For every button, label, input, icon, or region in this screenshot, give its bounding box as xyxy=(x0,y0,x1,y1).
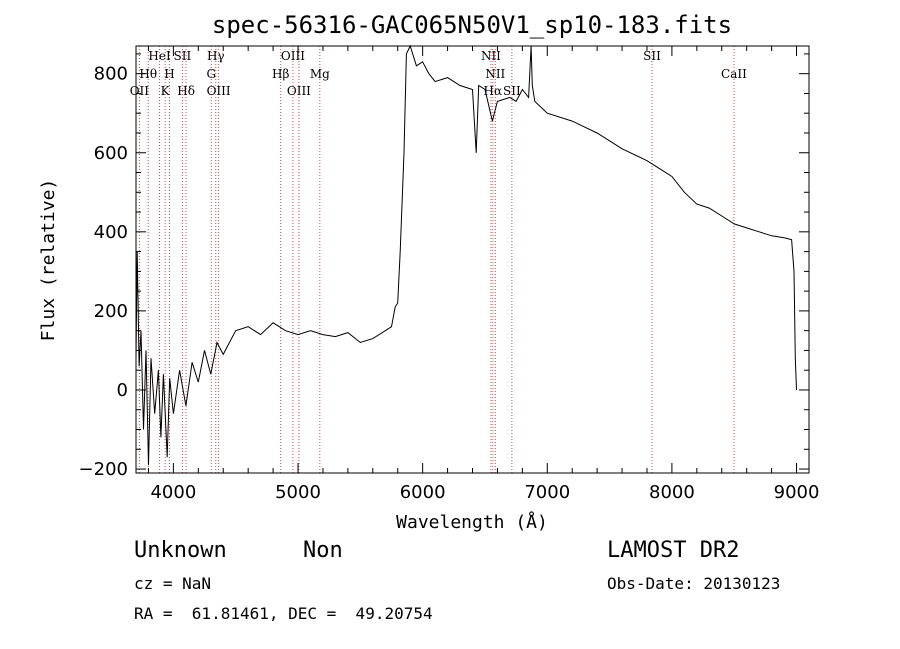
line-label: HeI xyxy=(148,49,171,63)
x-tick-label: 9000 xyxy=(774,482,820,503)
line-label: SII xyxy=(503,84,521,98)
line-label: K xyxy=(161,84,171,98)
line-label: OIII xyxy=(207,84,231,98)
y-tick-label: −200 xyxy=(79,459,128,480)
line-label: NII xyxy=(485,67,505,81)
line-label: OIII xyxy=(287,84,311,98)
x-axis-title: Wavelength (Å) xyxy=(396,511,548,533)
line-label: Hβ xyxy=(272,67,289,81)
plot-frame xyxy=(135,45,810,474)
line-label: OIII xyxy=(281,49,305,63)
x-tick-label: 8000 xyxy=(649,482,695,503)
y-tick-label: 600 xyxy=(94,143,128,164)
line-label: H xyxy=(164,67,174,81)
line-label: SII xyxy=(174,49,192,63)
x-axis-ticks: 4000 5000 6000 7000 8000 9000 xyxy=(147,46,820,503)
x-tick-label: 4000 xyxy=(150,482,196,503)
spectrum-line xyxy=(135,44,797,466)
x-tick-label: 7000 xyxy=(524,482,570,503)
emission-line-markers xyxy=(138,46,735,473)
y-tick-label: 400 xyxy=(94,222,128,243)
line-label: G xyxy=(206,67,216,81)
line-label: Hδ xyxy=(177,84,195,98)
chart-title: spec-56316-GAC065N50V1_sp10-183.fits xyxy=(212,11,732,39)
redshift-cz: cz = NaN xyxy=(134,574,212,593)
y-tick-label: 800 xyxy=(94,64,128,85)
x-tick-label: 5000 xyxy=(275,482,321,503)
y-tick-label: 200 xyxy=(94,301,128,322)
line-label: Hγ xyxy=(207,49,225,63)
line-label: SII xyxy=(643,49,661,63)
object-class: Unknown xyxy=(134,538,227,563)
y-axis-title: Flux (relative) xyxy=(38,179,59,342)
line-label: NII xyxy=(481,49,501,63)
obs-date: Obs-Date: 20130123 xyxy=(607,574,781,593)
x-tick-label: 6000 xyxy=(400,482,446,503)
line-label: Hθ xyxy=(139,67,157,81)
line-label: CaII xyxy=(721,67,747,81)
survey-name: LAMOST DR2 xyxy=(607,538,740,563)
line-label: OII xyxy=(130,84,150,98)
line-label: Hα xyxy=(484,84,503,98)
y-tick-label: 0 xyxy=(117,380,128,401)
y-axis-ticks: −200 0 200 400 600 800 xyxy=(79,53,809,480)
emission-line-labels: OIIHθHeIKHSIIHδGHγOIIIHβOIIIOIIIMgNIIHαN… xyxy=(130,49,747,98)
object-subclass: Non xyxy=(303,538,343,563)
coordinates: RA = 61.81461, DEC = 49.20754 xyxy=(134,604,433,623)
line-label: Mg xyxy=(310,67,330,81)
